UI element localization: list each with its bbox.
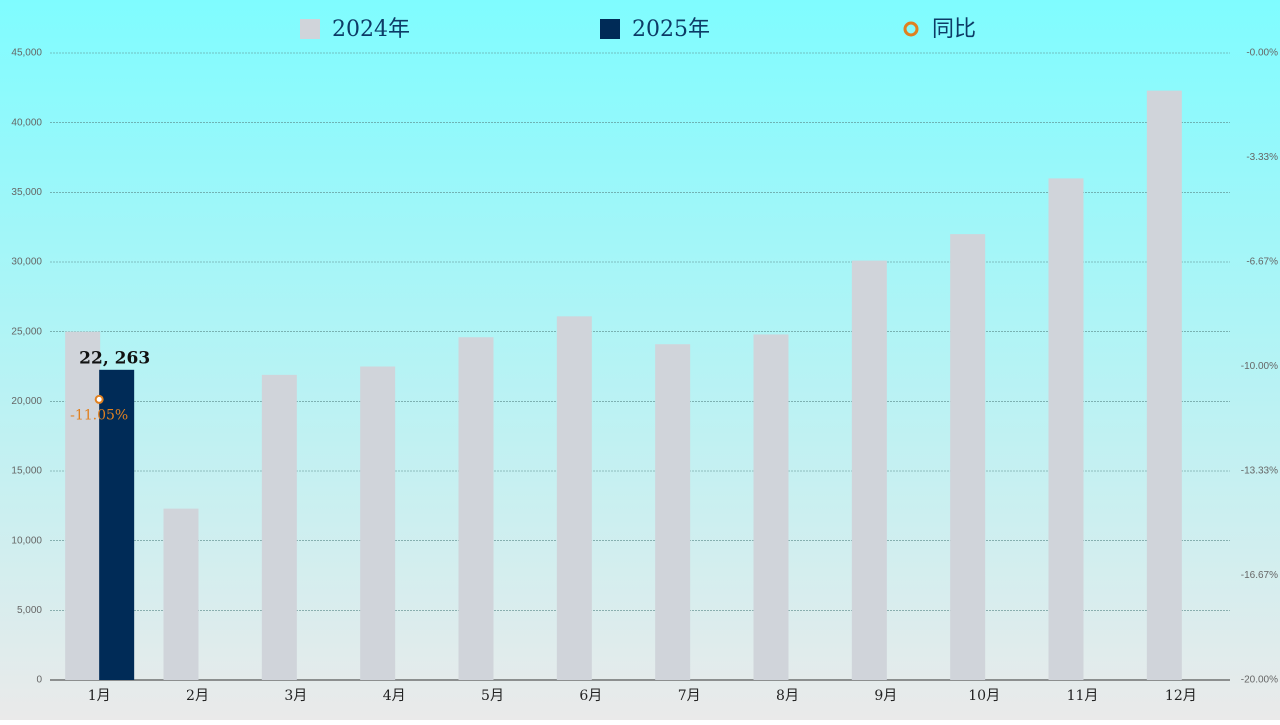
x-tick-label: 8月 [776, 688, 799, 704]
y-tick-label: 45,000 [11, 48, 42, 59]
legend-marker [600, 19, 620, 39]
bar [655, 344, 691, 680]
y2-tick-label: -13.33% [1241, 466, 1278, 477]
y2-tick-label: -6.67% [1246, 257, 1278, 268]
bar [360, 366, 396, 680]
legend-label: 2024年 [332, 17, 410, 42]
x-tick-label: 12月 [1165, 688, 1197, 704]
x-tick-label: 11月 [1067, 688, 1099, 704]
x-tick-label: 4月 [383, 688, 406, 704]
x-tick-label: 2月 [186, 688, 209, 704]
y-tick-label: 10,000 [11, 535, 42, 546]
bar [556, 316, 592, 680]
y-tick-label: 25,000 [11, 326, 42, 337]
line-point [94, 394, 104, 404]
legend-label: 同比 [932, 17, 976, 42]
y-tick-label: 5,000 [17, 605, 42, 616]
y-tick-label: 30,000 [11, 257, 42, 268]
x-tick-label: 6月 [579, 688, 602, 704]
y-tick-label: 35,000 [11, 187, 42, 198]
legend-label: 2025年 [632, 17, 710, 42]
legend-marker [903, 21, 919, 37]
x-tick-label: 3月 [284, 688, 307, 704]
bar [950, 234, 986, 680]
x-tick-label: 7月 [678, 688, 701, 704]
bar [163, 508, 199, 680]
y-tick-label: 15,000 [11, 466, 42, 477]
y2-tick-label: -20.00% [1241, 675, 1278, 686]
x-tick-label: 1月 [88, 688, 111, 704]
bar [65, 331, 101, 680]
x-tick-label: 9月 [874, 688, 897, 704]
x-tick-label: 5月 [481, 688, 504, 704]
x-tick-label: 10月 [968, 688, 1000, 704]
bar [851, 260, 887, 680]
y2-tick-label: -16.67% [1241, 570, 1278, 581]
y-tick-label: 40,000 [11, 117, 42, 128]
bar [1146, 90, 1182, 681]
legend-marker [300, 19, 320, 39]
y-tick-label: 20,000 [11, 396, 42, 407]
bar [1048, 178, 1084, 680]
bar [458, 337, 494, 680]
bar [753, 334, 789, 680]
bar [261, 374, 297, 680]
y-tick-label: 0 [36, 675, 42, 686]
y2-tick-label: -10.00% [1241, 361, 1278, 372]
y2-tick-label: -3.33% [1246, 152, 1278, 163]
data-label: -11.05% [70, 407, 128, 423]
data-label: 22, 263 [79, 348, 150, 368]
bar [99, 369, 135, 680]
y2-tick-label: -0.00% [1246, 48, 1278, 59]
